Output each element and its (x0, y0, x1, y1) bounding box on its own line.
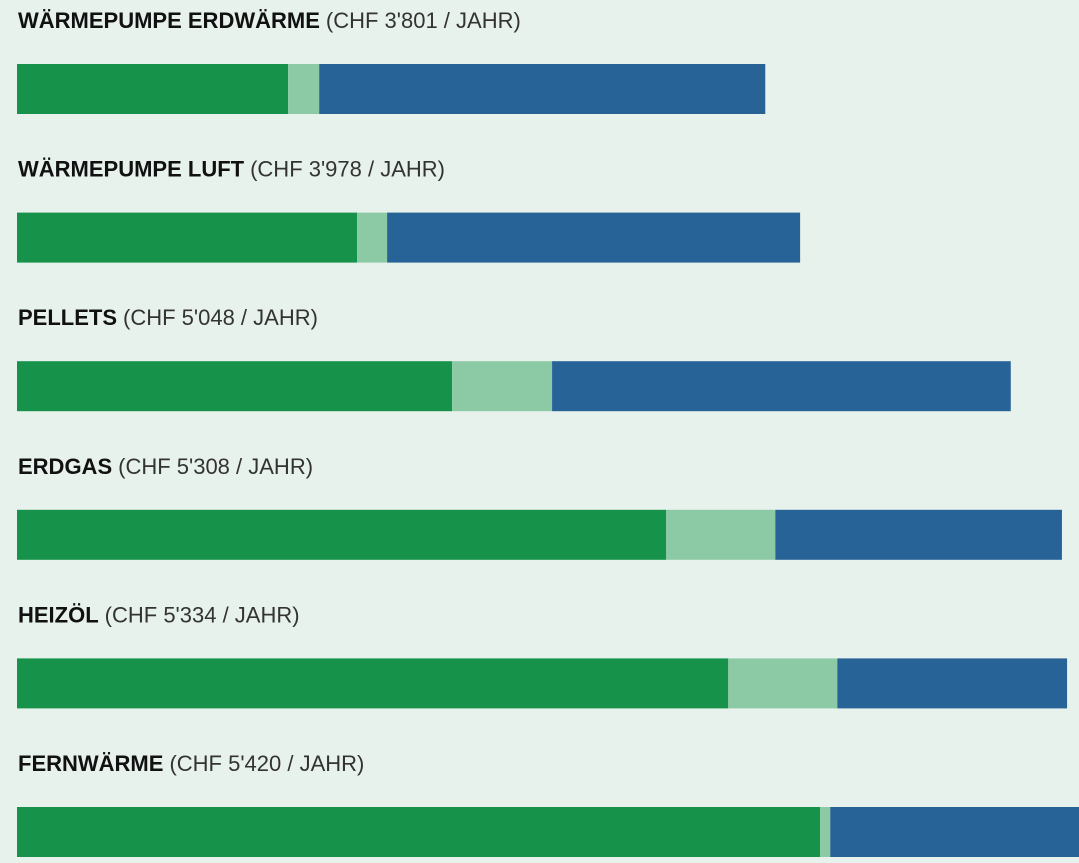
bar-segment (319, 64, 766, 114)
category-name: WÄRMEPUMPE ERDWÄRME (18, 8, 320, 33)
bar-segment (387, 212, 801, 263)
category-name: WÄRMEPUMPE LUFT (18, 156, 245, 181)
category-name: FERNWÄRME (18, 751, 163, 776)
bar-segment (357, 212, 388, 263)
bar-segment (666, 509, 776, 560)
row-label: HEIZÖL (CHF 5'334 / JAHR) (18, 602, 300, 627)
total-label: (CHF 5'334 / JAHR) (105, 602, 300, 627)
total-label: (CHF 5'048 / JAHR) (123, 305, 318, 330)
total-label: (CHF 5'308 / JAHR) (118, 454, 313, 479)
bar-segment (17, 658, 729, 709)
row-label: WÄRMEPUMPE LUFT (CHF 3'978 / JAHR) (18, 156, 445, 181)
bar-segment (17, 212, 358, 263)
bar-segment (17, 509, 667, 560)
row-label: FERNWÄRME (CHF 5'420 / JAHR) (18, 751, 364, 776)
bar-segment (830, 807, 1079, 857)
bar-segment (837, 658, 1068, 709)
bar-segment (17, 64, 289, 114)
bar-segment (452, 361, 553, 412)
bar-segment (775, 509, 1062, 560)
row-label: WÄRMEPUMPE ERDWÄRME (CHF 3'801 / JAHR) (18, 8, 521, 33)
category-name: HEIZÖL (18, 602, 99, 627)
total-label: (CHF 3'801 / JAHR) (326, 8, 521, 33)
bar-segment (17, 361, 453, 412)
total-label: (CHF 5'420 / JAHR) (169, 751, 364, 776)
total-label: (CHF 3'978 / JAHR) (250, 156, 445, 181)
category-name: PELLETS (18, 305, 117, 330)
bar-segment (552, 361, 1011, 412)
bar-segment (17, 807, 821, 857)
category-name: ERDGAS (18, 454, 112, 479)
row-label: PELLETS (CHF 5'048 / JAHR) (18, 305, 318, 330)
row-label: ERDGAS (CHF 5'308 / JAHR) (18, 454, 313, 479)
bar-segment (728, 658, 838, 709)
bar-segment (288, 64, 320, 114)
bar-segment (820, 807, 831, 857)
